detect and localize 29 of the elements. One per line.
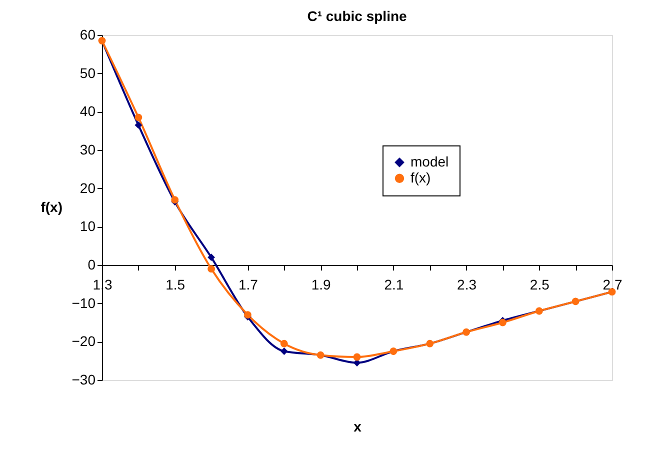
- y-tick-label: 10: [80, 218, 96, 234]
- point: [134, 114, 142, 122]
- y-tick-label: 20: [80, 180, 96, 196]
- y-axis-title: f(x): [40, 199, 62, 215]
- point: [280, 348, 288, 355]
- y-tick-label: 60: [80, 26, 96, 42]
- y-tick-label: −20: [72, 333, 96, 350]
- chart-title: C¹ cubic spline: [307, 8, 407, 24]
- legend-label: f(x): [410, 169, 431, 186]
- x-tick-label: 2.3: [457, 276, 477, 292]
- y-tick-label: 50: [80, 64, 96, 81]
- x-tick-label: 1.5: [166, 276, 186, 292]
- x-tick-label: 1.9: [311, 276, 332, 292]
- x-axis-title: x: [354, 418, 362, 434]
- point: [280, 340, 288, 348]
- x-tick-label: 2.1: [384, 276, 404, 292]
- y-tick-label: −10: [72, 294, 96, 311]
- legend-label: model: [410, 153, 449, 170]
- y-tick-label: 30: [80, 142, 96, 158]
- y-tick-label: −30: [72, 372, 96, 388]
- x-tick-label: 2.5: [530, 276, 550, 292]
- x-tick-label: 1.7: [238, 276, 258, 292]
- x-tick-label: 2.7: [602, 276, 622, 292]
- y-tick-label: 40: [80, 103, 96, 120]
- point: [208, 265, 215, 273]
- point: [208, 254, 215, 262]
- point: [353, 353, 361, 361]
- point: [134, 121, 142, 129]
- y-tick-label: 0: [88, 256, 96, 272]
